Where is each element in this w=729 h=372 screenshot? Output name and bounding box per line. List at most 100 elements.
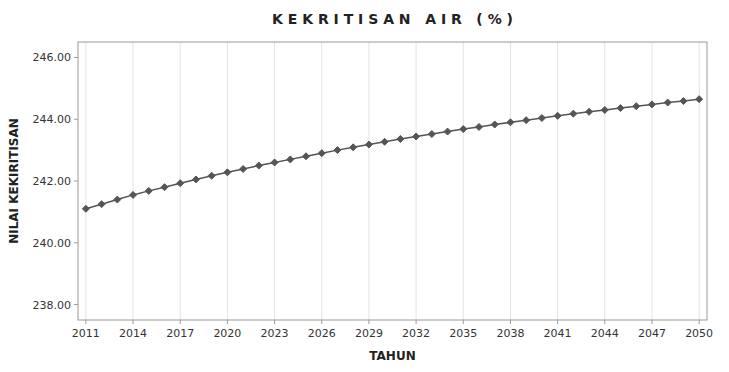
grid-line [274,42,275,320]
y-tick-label: 244.00 [33,113,72,126]
x-axis-label: TAHUN [369,349,415,363]
marker [397,135,404,142]
marker [145,187,152,194]
plot-frame [78,42,707,320]
marker [365,141,372,148]
marker [208,172,215,179]
y-tick-label: 240.00 [33,237,72,250]
grid-line [416,42,417,320]
y-tick-label: 242.00 [33,175,72,188]
x-tick [416,320,417,324]
marker [192,176,199,183]
y-tick [74,119,78,120]
series [82,96,702,213]
x-tick [368,320,369,324]
grid-line [321,42,322,320]
x-tick [180,320,181,324]
marker [586,108,593,115]
marker [82,205,89,212]
marker [413,133,420,140]
line [86,99,699,209]
marker [114,196,121,203]
grid-line [227,42,228,320]
grid [86,42,699,320]
marker [287,156,294,163]
x-tick [651,320,652,324]
y-axis: 238.00 240.00 242.00 244.00 246.00 [33,51,79,311]
marker [161,184,168,191]
grid-line [463,42,464,320]
x-tick-label: 2044 [591,327,619,340]
grid-line [557,42,558,320]
x-tick [463,320,464,324]
x-tick [699,320,700,324]
marker [444,128,451,135]
marker [381,138,388,145]
y-tick [74,181,78,182]
marker [350,144,357,151]
grid-line [133,42,134,320]
x-tick-label: 2035 [449,327,477,340]
grid-line [510,42,511,320]
marker [507,119,514,126]
title: K E K R I T I S A N A I R ( % ) [272,11,513,27]
marker [240,165,247,172]
marker [601,106,608,113]
marker [570,110,577,117]
x-tick-label: 2014 [119,327,147,340]
grid-line [651,42,652,320]
marker [428,131,435,138]
marker [554,112,561,119]
marker [177,180,184,187]
x-tick-label: 2050 [685,327,713,340]
marker [491,121,498,128]
marker [648,101,655,108]
x-tick [85,320,86,324]
y-axis-label: NILAI KEKIRITISAN [7,118,21,244]
x-tick [227,320,228,324]
x-tick-label: 2047 [638,327,666,340]
x-tick-label: 2011 [72,327,100,340]
x-tick [604,320,605,324]
marker [460,126,467,133]
x-tick [274,320,275,324]
marker [475,123,482,130]
x-tick-label: 2026 [308,327,336,340]
marker [680,97,687,104]
grid-line [604,42,605,320]
chart: 2011 2014 2017 2020 2023 2026 2029 2032 2035 2038… [0,0,729,372]
marker [224,169,231,176]
x-tick-label: 2020 [213,327,241,340]
x-tick-label: 2023 [261,327,289,340]
x-tick-label: 2032 [402,327,430,340]
marker [664,99,671,106]
marker [130,191,137,198]
marker [98,201,105,208]
x-tick [133,320,134,324]
x-tick [321,320,322,324]
marker [271,159,278,166]
x-tick-label: 2029 [355,327,383,340]
marker [538,114,545,121]
x-tick [510,320,511,324]
marker [696,96,703,103]
marker [303,153,310,160]
y-tick [74,242,78,243]
y-tick-label: 246.00 [33,51,72,64]
marker [255,162,262,169]
x-tick-label: 2017 [166,327,194,340]
x-tick-label: 2041 [544,327,572,340]
marker [617,105,624,112]
marker [523,117,530,124]
grid-line [699,42,700,320]
y-tick [74,304,78,305]
marker [334,147,341,154]
y-tick-label: 238.00 [33,299,72,312]
marker [633,103,640,110]
x-tick-label: 2038 [496,327,524,340]
grid-line [85,42,86,320]
marker [318,150,325,157]
x-tick [557,320,558,324]
x-axis: 2011 2014 2017 2020 2023 2026 2029 2032 2035 2038… [72,320,713,340]
grid-line [368,42,369,320]
